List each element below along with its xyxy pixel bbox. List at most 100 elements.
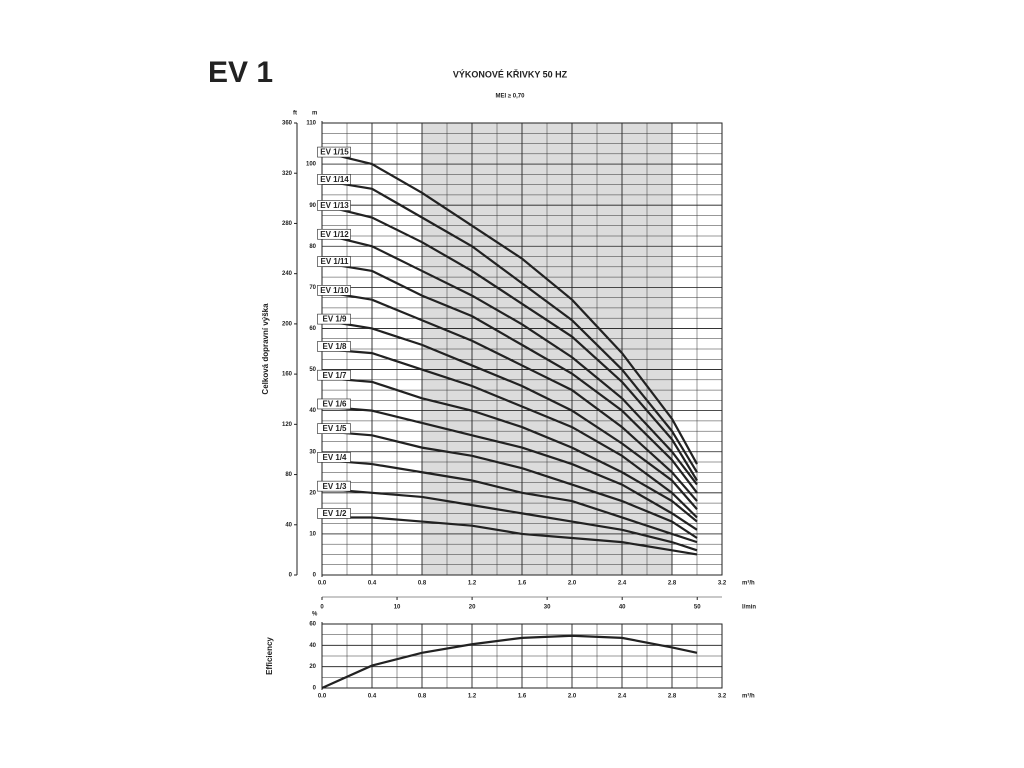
axis-title: Efficiency: [265, 637, 274, 675]
y-tick-label: 20: [309, 664, 316, 670]
series-label: EV 1/7: [322, 371, 347, 380]
curve: [321, 487, 698, 552]
series-label: EV 1/13: [320, 201, 349, 210]
y-axis-unit: %: [312, 612, 318, 618]
y2-tick-label: 160: [282, 372, 293, 378]
y2-tick-label: 200: [282, 321, 293, 327]
series-label: EV 1/11: [320, 257, 349, 266]
y-tick-label: 50: [309, 367, 316, 373]
series-label-box: [317, 200, 351, 211]
y-axis-unit: m: [312, 111, 317, 117]
y-tick-label: 20: [309, 490, 316, 496]
series-label-box: [317, 480, 351, 492]
y-tick-label: 90: [309, 203, 316, 209]
chart-subtitle: MEI ≥ 0,70: [496, 94, 526, 100]
x-tick-label: 0.0: [318, 581, 327, 587]
x-tick-label: 2.4: [618, 581, 627, 587]
series-label-box: [317, 452, 351, 463]
series-label-box: [317, 341, 351, 352]
series-label: EV 1/5: [322, 424, 347, 433]
curve: [321, 204, 698, 482]
curve: [321, 319, 698, 510]
series-label-box: [317, 313, 351, 325]
curve: [321, 290, 698, 502]
curve: [321, 634, 698, 690]
x-tick-label: 0.4: [368, 694, 377, 700]
curve: [321, 347, 698, 519]
series-label: EV 1/14: [320, 175, 349, 184]
y-tick-label: 70: [309, 285, 316, 291]
x-tick-label: 2.4: [618, 694, 627, 700]
y-tick-label: 110: [306, 121, 316, 127]
x-tick-label: 0.8: [418, 694, 427, 700]
series-label-box: [317, 146, 351, 158]
y2-tick-label: 240: [282, 271, 293, 277]
x2-tick-label: 20: [469, 605, 476, 611]
y-tick-label: 40: [309, 408, 316, 414]
product-title: EV 1: [208, 56, 273, 89]
y2-tick-label: 360: [282, 121, 293, 127]
y2-axis-unit: ft: [293, 111, 297, 117]
y2-tick-label: 40: [285, 522, 292, 528]
curve: [322, 516, 698, 556]
x-tick-label: 1.6: [518, 581, 527, 587]
series-label: EV 1/8: [322, 342, 347, 351]
y2-tick-label: 120: [282, 422, 293, 428]
curve: [321, 405, 698, 531]
series-label: EV 1/10: [320, 286, 349, 295]
series-label: EV 1/12: [320, 230, 349, 239]
series-label-box: [317, 285, 351, 296]
y2-tick-label: 80: [285, 472, 292, 478]
x2-tick-label: 10: [394, 605, 401, 611]
x2-tick-label: 40: [619, 605, 626, 611]
series-label-box: [317, 369, 351, 381]
x-tick-label: 3.2: [718, 694, 727, 700]
x2-axis-unit: l/min: [742, 605, 756, 611]
y2-tick-label: 0: [289, 573, 293, 579]
y-tick-label: 60: [309, 326, 316, 332]
curve: [321, 179, 698, 473]
x-tick-label: 0.8: [418, 581, 427, 587]
series-label: EV 1/3: [322, 482, 347, 491]
series-label: EV 1/4: [322, 453, 347, 462]
x2-tick-label: 50: [694, 605, 701, 611]
series-label: EV 1/6: [322, 400, 347, 409]
chart-title: VÝKONOVÉ KŘIVKY 50 HZ: [453, 68, 568, 79]
x-tick-label: 3.2: [718, 581, 727, 587]
series-label-box: [317, 423, 351, 434]
y2-tick-label: 280: [282, 221, 293, 227]
axis-title: Celková dopravní výška: [261, 303, 270, 395]
x-tick-label: 2.8: [668, 694, 677, 700]
x-axis-unit: m³/h: [742, 580, 755, 587]
y2-tick-label: 320: [282, 171, 293, 177]
series-label-box: [317, 398, 351, 410]
series-label: EV 1/2: [322, 509, 347, 518]
y-tick-label: 0: [313, 573, 317, 579]
x-tick-label: 2.0: [568, 581, 577, 587]
x-tick-label: 0.4: [368, 581, 377, 587]
series-label-box: [317, 256, 351, 267]
x-tick-label: 1.2: [468, 694, 477, 700]
x-tick-label: 2.8: [668, 581, 677, 587]
y-tick-label: 60: [309, 622, 316, 628]
y-tick-label: 80: [309, 244, 316, 250]
series-label-box: [317, 174, 351, 185]
x2-tick-label: 30: [544, 605, 551, 611]
x-axis-unit: m³/h: [742, 693, 755, 700]
series-label: EV 1/9: [322, 315, 347, 324]
series-label-box: [317, 508, 351, 519]
curve: [321, 232, 698, 486]
series-label: EV 1/15: [320, 148, 349, 157]
y-tick-label: 100: [306, 162, 317, 168]
x2-tick-label: 0: [320, 605, 324, 611]
curve: [321, 376, 698, 523]
series-label-box: [317, 228, 351, 240]
x-tick-label: 0.0: [318, 694, 327, 700]
x-tick-label: 1.2: [468, 581, 477, 587]
y-tick-label: 40: [309, 643, 316, 649]
y-tick-label: 30: [309, 449, 316, 455]
curve: [321, 458, 698, 544]
x-tick-label: 1.6: [518, 694, 527, 700]
x-tick-label: 2.0: [568, 694, 577, 700]
